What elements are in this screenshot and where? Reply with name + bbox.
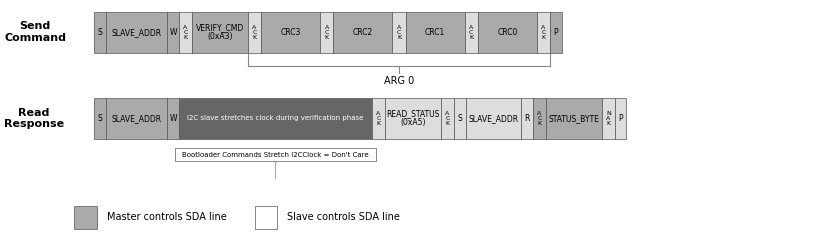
Text: W: W xyxy=(169,114,177,123)
Bar xyxy=(94,98,106,139)
Text: READ_STATUS
(0xA5): READ_STATUS (0xA5) xyxy=(386,109,440,127)
Text: STATUS_BYTE: STATUS_BYTE xyxy=(548,114,599,123)
Text: A
C
K: A C K xyxy=(445,111,450,126)
Text: Bootloader Commands Stretch I2CClock = Don't Care: Bootloader Commands Stretch I2CClock = D… xyxy=(182,152,369,158)
Bar xyxy=(546,98,602,139)
Bar xyxy=(106,98,167,139)
Text: I2C slave stretches clock during verification phase: I2C slave stretches clock during verific… xyxy=(187,115,364,121)
Text: Master controls SDA line: Master controls SDA line xyxy=(107,212,227,223)
Text: S: S xyxy=(98,28,103,37)
Text: N
A
K: N A K xyxy=(606,111,611,126)
Bar xyxy=(255,206,277,229)
Bar xyxy=(454,98,466,139)
Bar xyxy=(602,98,615,139)
Bar xyxy=(465,12,478,53)
Bar xyxy=(192,12,248,53)
Bar xyxy=(533,98,546,139)
Text: SLAVE_ADDR: SLAVE_ADDR xyxy=(112,114,162,123)
Text: Slave controls SDA line: Slave controls SDA line xyxy=(287,212,400,223)
Text: A
C
K: A C K xyxy=(541,25,546,40)
Text: P: P xyxy=(618,114,623,123)
Bar xyxy=(179,12,192,53)
Bar xyxy=(550,12,562,53)
Bar xyxy=(521,98,533,139)
Text: Send
Command: Send Command xyxy=(4,22,67,43)
Text: CRC3: CRC3 xyxy=(281,28,300,37)
Bar xyxy=(74,206,97,229)
Bar xyxy=(94,12,106,53)
Bar xyxy=(248,12,261,53)
Bar xyxy=(466,98,521,139)
Text: A
C
K: A C K xyxy=(252,25,257,40)
Bar xyxy=(392,12,406,53)
Text: Read
Response: Read Response xyxy=(4,108,64,129)
Text: A
C
K: A C K xyxy=(183,25,188,40)
Bar xyxy=(615,98,626,139)
Bar xyxy=(167,98,179,139)
Text: S: S xyxy=(98,114,103,123)
Bar xyxy=(385,98,441,139)
Bar xyxy=(261,12,320,53)
Bar xyxy=(175,148,376,161)
Text: A
C
K: A C K xyxy=(537,111,542,126)
Bar xyxy=(537,12,550,53)
Bar xyxy=(478,12,537,53)
Text: SLAVE_ADDR: SLAVE_ADDR xyxy=(468,114,519,123)
Bar xyxy=(406,12,465,53)
Bar xyxy=(106,12,167,53)
Text: CRC2: CRC2 xyxy=(353,28,373,37)
Bar xyxy=(333,12,392,53)
Bar xyxy=(441,98,454,139)
Text: A
C
K: A C K xyxy=(324,25,329,40)
Bar xyxy=(372,98,385,139)
Text: W: W xyxy=(169,28,177,37)
Text: ARG 0: ARG 0 xyxy=(384,76,414,87)
Text: A
C
K: A C K xyxy=(397,25,401,40)
Text: SLAVE_ADDR: SLAVE_ADDR xyxy=(112,28,162,37)
Text: VERIFY_CMD
(0xA3): VERIFY_CMD (0xA3) xyxy=(196,23,244,41)
Bar xyxy=(179,98,372,139)
Text: S: S xyxy=(457,114,462,123)
Text: P: P xyxy=(553,28,558,37)
Text: CRC1: CRC1 xyxy=(425,28,445,37)
Text: R: R xyxy=(525,114,530,123)
Bar xyxy=(320,12,333,53)
Text: CRC0: CRC0 xyxy=(498,28,517,37)
Text: A
C
K: A C K xyxy=(376,111,381,126)
Text: A
C
K: A C K xyxy=(469,25,474,40)
Bar xyxy=(167,12,179,53)
